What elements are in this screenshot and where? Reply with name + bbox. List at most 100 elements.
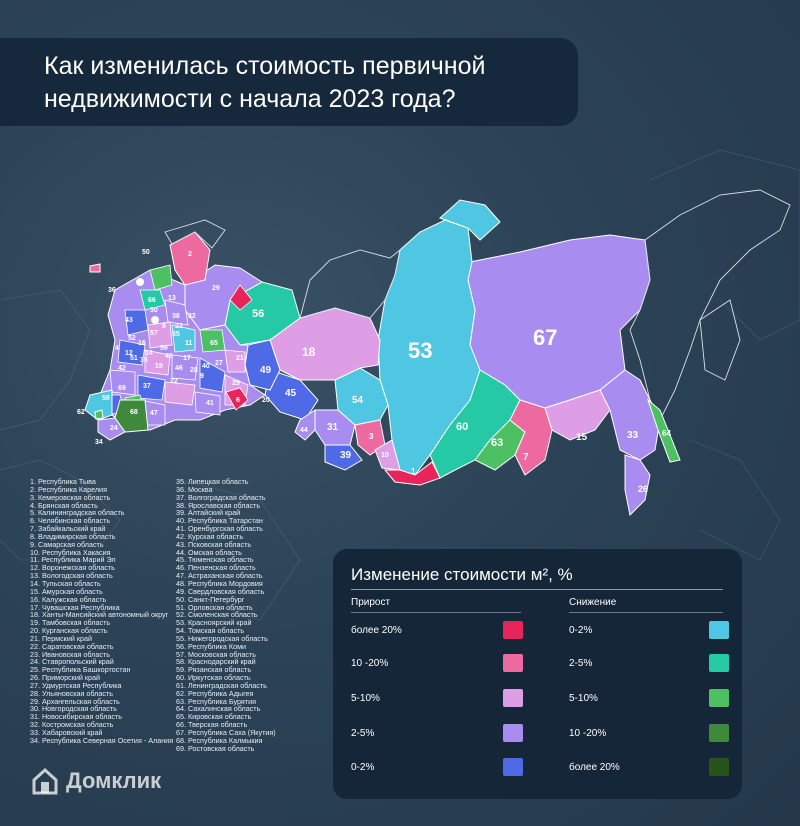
region-list-item: 31. Новосибирская область [30,712,123,722]
region-15 [544,389,611,441]
legend-panel: Изменение стоимости м², % Прирост Снижен… [333,549,742,799]
map-label-60: 60 [456,421,468,433]
region-list-item: 48. Республика Мордовия [176,578,263,588]
region-list-item: 46. Пензенская область [176,563,256,573]
region-list-item: 62. Республика Адыгея [176,688,254,698]
region-yamal [299,248,401,319]
map-label-11: 11 [185,340,193,347]
region-list-item: 33. Хабаровский край [30,728,103,737]
map-label-26: 26 [638,484,648,494]
map-label-31: 31 [327,422,339,433]
region-list-item: 3. Кемеровская область [30,492,111,502]
map-label-42: 42 [118,365,126,372]
map-label-1: 1 [411,467,416,476]
map-label-17: 17 [183,355,191,362]
map-label-64: 64 [662,429,671,438]
map-label-59: 59 [160,345,168,352]
legend-decline-header: Снижение [569,597,617,608]
region-list-item: 63. Республика Бурятия [176,696,257,706]
map-label-49: 49 [260,365,272,376]
background-coastlines [0,149,800,621]
map-label-50: 50 [142,249,150,256]
map-label-43: 43 [125,317,133,324]
legend-decline-label: 10 -20% [569,728,607,739]
map-label-46: 46 [175,365,183,372]
map-label-10: 10 [381,452,389,459]
region-list-item: 8. Владимирская область [30,531,116,541]
region-list-item: 10. Республика Хакасия [30,547,111,557]
region-list-item: 51. Орловская область [176,602,253,612]
region-list-item: 42. Курская область [176,531,244,541]
map-label-57: 57 [150,330,158,337]
region-list-item: 35. Липецкая область [176,477,249,486]
map-label-30: 30 [150,307,158,314]
region-list-item: 52. Смоленская область [176,610,258,620]
map-label-23: 23 [175,323,183,330]
region-36-dot [136,278,144,286]
region-list-item: 14. Тульская область [30,578,101,588]
map-label-28: 28 [190,367,198,374]
legend-growth-swatch [503,654,523,672]
map-label-16: 16 [138,340,146,347]
region-64 [646,398,681,463]
region-list-item: 58. Краснодарский край [176,657,256,667]
map-label-37: 37 [143,383,151,390]
map-label-51: 51 [130,355,138,362]
region-list-item: 26. Приморский край [30,673,101,683]
region-list-item: 6. Челябинская область [30,516,111,526]
region-list-item: 45. Тюменская область [176,555,254,565]
map-label-35: 35 [140,357,148,364]
map-label-34: 34 [95,439,103,446]
map-label-68: 68 [130,409,138,416]
map-label-27: 27 [215,360,223,367]
region-list-item: 16. Калужская область [30,594,107,604]
region-list-col2: 35. Липецкая область 36. Москва 37. Волгог… [176,478,276,753]
legend-growth-swatch [503,758,523,776]
legend-growth-label: 5-10% [351,693,380,704]
legend-growth-label: 10 -20% [351,658,389,669]
map-label-38: 38 [172,313,180,320]
legend-growth-label: 2-5% [351,728,375,739]
region-stav [97,417,126,441]
map-label-62: 62 [77,409,85,416]
legend-growth-label: более 20% [351,625,402,636]
map-label-33: 33 [627,430,639,441]
region-list-item: 60. Иркутская область [176,673,251,683]
region-list-item: 13. Вологодская область [30,571,113,581]
map-label-58: 58 [102,395,110,402]
region-5 [89,263,101,273]
region-list-item: 67. Республика Саха (Якутия) [176,728,276,737]
legend-growth-header: Прирост [351,597,391,608]
region-list-item: 61. Ленинградская область [176,680,267,690]
map-label-65: 65 [210,340,218,347]
map-label-48: 48 [165,353,173,360]
map-label-36: 36 [108,287,116,294]
map-label-53: 53 [408,338,432,363]
region-chukotka [629,189,791,422]
region-26 [624,454,651,517]
region-list-item: 23. Ивановская область [30,649,110,659]
map-label-4: 4 [115,345,119,352]
region-list-item: 38. Ярославская область [176,500,261,510]
domclick-logo-icon [32,767,58,795]
map-label-14: 14 [145,350,153,357]
region-list-item: 15. Амурская область [30,586,103,596]
legend-decline-line [569,612,723,613]
legend-growth-swatch [503,621,523,639]
map-label-20: 20 [262,397,270,404]
region-53-taymyr [439,199,501,241]
map-label-12: 12 [125,350,133,357]
region-list-item: 54. Томская область [176,626,245,636]
region-list-col1: 1. Республика Тыва 2. Республика Карелия 3… [30,478,173,745]
region-list-item: 27. Удмуртская Республика [30,680,122,690]
region-list-item: 4. Брянская область [30,500,98,510]
region-39 [324,444,363,471]
map-label-6: 6 [236,397,240,404]
region-list-item: 36. Москва [176,484,213,494]
map-label-40: 40 [202,363,210,370]
region-list-item: 5. Калининградская область [30,508,125,518]
map-label-19: 19 [155,363,163,370]
legend-growth-line [351,612,521,613]
region-33 [599,369,661,461]
